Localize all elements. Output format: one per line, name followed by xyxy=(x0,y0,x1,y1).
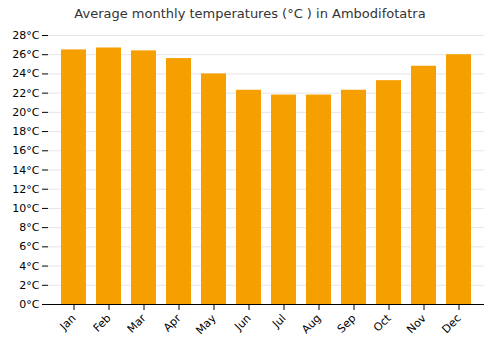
svg-text:May: May xyxy=(193,311,219,337)
svg-text:16°C: 16°C xyxy=(12,144,39,157)
svg-text:Oct: Oct xyxy=(371,311,394,334)
svg-text:22°C: 22°C xyxy=(12,87,39,100)
svg-text:10°C: 10°C xyxy=(12,202,39,215)
svg-text:18°C: 18°C xyxy=(12,125,39,138)
svg-text:Jul: Jul xyxy=(269,312,288,331)
svg-text:Feb: Feb xyxy=(91,312,114,335)
svg-text:4°C: 4°C xyxy=(19,260,39,273)
html-text:Average monthly temperatures (: Average monthly temperatures (°C ) in Am… xyxy=(74,6,426,21)
svg-text:8°C: 8°C xyxy=(19,221,39,234)
svg-text:Apr: Apr xyxy=(161,311,184,334)
svg-text:14°C: 14°C xyxy=(12,164,39,177)
svg-text:Nov: Nov xyxy=(404,311,429,336)
svg-text:28°C: 28°C xyxy=(12,29,39,42)
svg-text:Dec: Dec xyxy=(439,312,463,336)
svg-text:Aug: Aug xyxy=(299,312,323,336)
svg-text:24°C: 24°C xyxy=(12,67,39,80)
svg-text:12°C: 12°C xyxy=(12,183,39,196)
svg-text:2°C: 2°C xyxy=(19,279,39,292)
svg-text:Jun: Jun xyxy=(232,312,254,334)
svg-text:Mar: Mar xyxy=(125,311,149,335)
svg-text:20°C: 20°C xyxy=(12,106,39,119)
svg-text:0°C: 0°C xyxy=(19,298,39,311)
svg-text:Sep: Sep xyxy=(335,312,359,336)
svg-text:6°C: 6°C xyxy=(19,240,39,253)
svg-text:Jan: Jan xyxy=(57,312,79,334)
svg-text:26°C: 26°C xyxy=(12,48,39,61)
